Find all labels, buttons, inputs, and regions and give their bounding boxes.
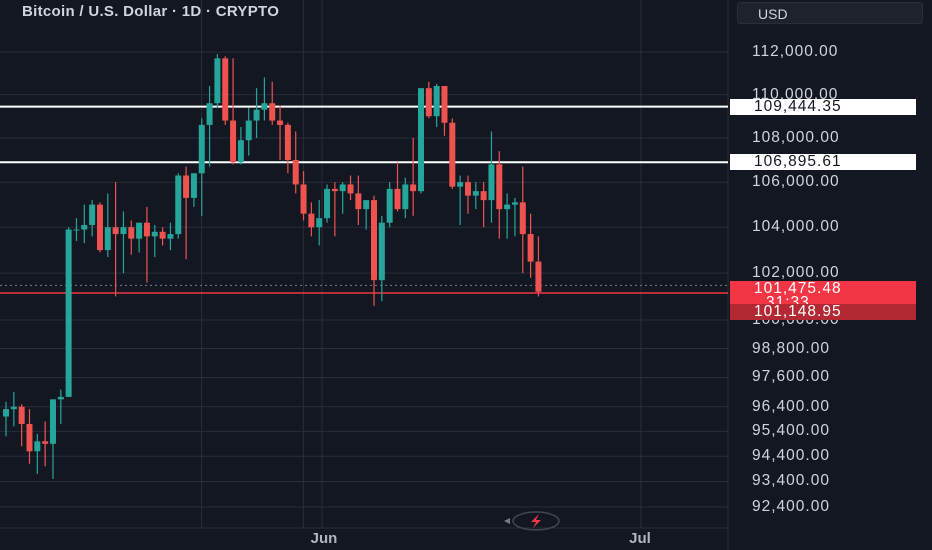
candle-body[interactable] (18, 406, 25, 424)
price-tick-label: 106,000.00 (752, 173, 840, 191)
candle-body[interactable] (65, 229, 72, 397)
candle-body[interactable] (355, 193, 362, 210)
candle-body[interactable] (316, 218, 323, 228)
price-tick-label: 112,000.00 (752, 43, 839, 60)
candle-body[interactable] (167, 234, 174, 239)
candle-body[interactable] (433, 86, 440, 117)
candle-body[interactable] (284, 124, 291, 161)
candle-body[interactable] (394, 188, 401, 210)
candle-body[interactable] (96, 204, 103, 251)
candle-body[interactable] (371, 200, 378, 281)
candles[interactable] (3, 54, 542, 479)
price-tick-label: 98,800.00 (752, 339, 830, 357)
price-tick-label: 102,000.00 (752, 264, 840, 282)
level-label-lower: 106,895.61 (730, 154, 916, 171)
candle-body[interactable] (269, 103, 276, 121)
price-tick-label: 94,400.00 (752, 447, 830, 465)
candle-body[interactable] (81, 224, 88, 230)
level-label-upper: 109,444.35 (730, 98, 916, 115)
candle-body[interactable] (136, 222, 143, 239)
candle-body[interactable] (120, 227, 127, 235)
price-line-label: 101,148.95 (730, 304, 916, 320)
candle-body[interactable] (73, 229, 80, 231)
candle-body[interactable] (237, 140, 244, 163)
candle-body[interactable] (183, 175, 190, 198)
candle-body[interactable] (198, 124, 205, 174)
candle-body[interactable] (527, 234, 534, 262)
candle-body[interactable] (292, 160, 299, 185)
candle-body[interactable] (378, 222, 385, 281)
candle-body[interactable] (10, 406, 17, 410)
current-price-value: 101,475.48 (754, 280, 842, 297)
candle-body[interactable] (347, 184, 354, 194)
candle-body[interactable] (339, 184, 346, 192)
candle-body[interactable] (425, 88, 432, 117)
grid (0, 0, 729, 550)
candle-body[interactable] (34, 441, 41, 452)
candle-body[interactable] (472, 191, 479, 196)
candle-body[interactable] (253, 109, 260, 121)
candle-body[interactable] (480, 191, 487, 201)
candle-body[interactable] (190, 173, 197, 198)
price-tick-label: 104,000.00 (752, 218, 840, 236)
candle-body[interactable] (222, 58, 229, 121)
candle-body[interactable] (277, 120, 284, 125)
candle-body[interactable] (89, 204, 96, 225)
candle-body[interactable] (112, 227, 119, 235)
horizontal-levels[interactable] (0, 105, 728, 294)
candle-body[interactable] (26, 423, 33, 452)
candle-body[interactable] (49, 399, 56, 444)
candle-body[interactable] (496, 164, 503, 210)
candle-body[interactable] (488, 164, 495, 201)
price-tick-label: 92,400.00 (752, 497, 830, 515)
time-tick-label: Jul (629, 530, 651, 547)
candle-body[interactable] (535, 261, 542, 292)
candle-body[interactable] (151, 231, 158, 237)
candle-body[interactable] (386, 188, 393, 223)
candle-body[interactable] (175, 175, 182, 235)
lightning-logo-icon[interactable] (500, 510, 562, 532)
candle-body[interactable] (464, 182, 471, 196)
symbol-title[interactable]: Bitcoin / U.S. Dollar · 1D · CRYPTO (22, 3, 280, 20)
price-tick-label: 96,400.00 (752, 397, 830, 415)
candle-body[interactable] (206, 103, 213, 125)
price-tick-label: 93,400.00 (752, 472, 830, 490)
candle-body[interactable] (331, 188, 338, 192)
candle-body[interactable] (410, 184, 417, 192)
candle-body[interactable] (504, 204, 511, 210)
currency-button[interactable]: USD (737, 2, 923, 24)
candle-body[interactable] (457, 182, 464, 187)
candle-body[interactable] (230, 120, 237, 163)
candle-body[interactable] (449, 122, 456, 187)
candle-body[interactable] (143, 222, 150, 237)
price-tick-label: 97,600.00 (752, 368, 830, 386)
candle-body[interactable] (214, 58, 221, 104)
candle-body[interactable] (363, 200, 370, 210)
candle-body[interactable] (402, 184, 409, 210)
candle-body[interactable] (417, 88, 424, 192)
candle-body[interactable] (300, 184, 307, 214)
candle-body[interactable] (308, 213, 315, 228)
candle-body[interactable] (245, 120, 252, 141)
candle-body[interactable] (128, 227, 135, 239)
time-tick-label: Jun (310, 530, 338, 547)
candle-body[interactable] (104, 227, 111, 251)
candle-body[interactable] (441, 86, 448, 123)
candle-body[interactable] (261, 103, 268, 110)
candle-body[interactable] (57, 396, 64, 400)
price-tick-label: 95,400.00 (752, 422, 830, 440)
candle-body[interactable] (324, 188, 331, 219)
candle-body[interactable] (159, 231, 166, 239)
price-tick-label: 110,000.00 (752, 85, 839, 103)
candle-body[interactable] (511, 202, 518, 205)
candle-body[interactable] (42, 441, 49, 444)
candle-body[interactable] (519, 202, 526, 235)
price-tick-label: 108,000.00 (752, 129, 840, 146)
candle-body[interactable] (3, 409, 9, 417)
